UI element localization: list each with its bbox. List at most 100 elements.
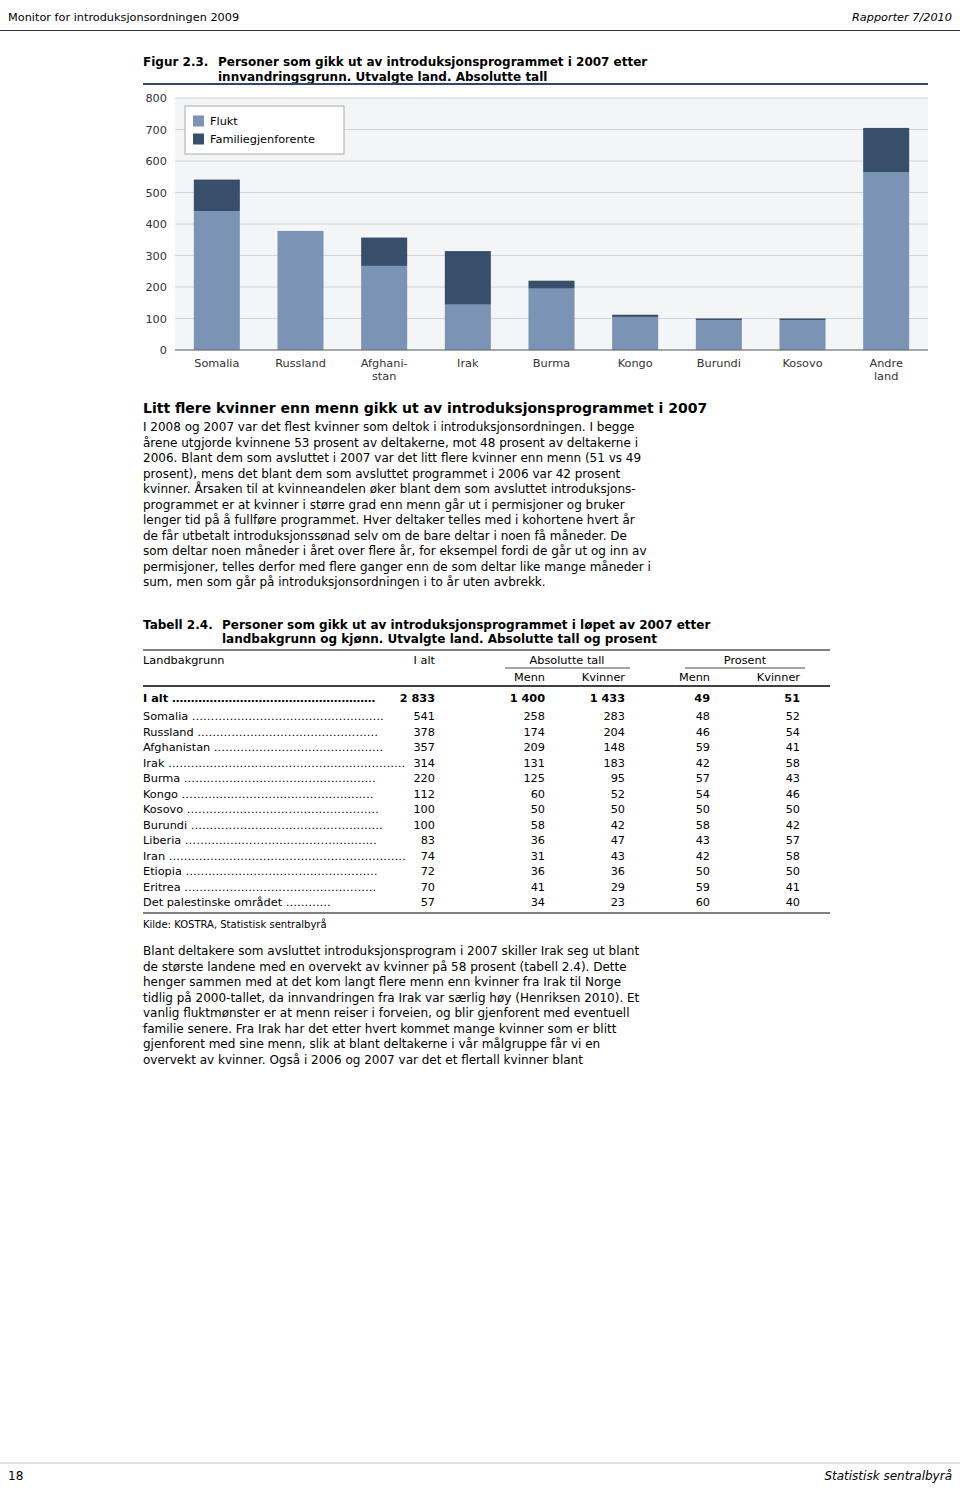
bar-segment [863, 128, 909, 172]
caption-rule [143, 83, 928, 85]
x-tick-label: land [874, 370, 898, 383]
table-cell: 50 [531, 803, 545, 816]
table-cell: 42 [786, 819, 800, 832]
table-cell: 58 [696, 819, 710, 832]
table-header: Landbakgrunn [143, 654, 224, 667]
footer-right: Statistisk sentralbyrå [824, 1469, 952, 1483]
table-cell: 74 [421, 850, 435, 863]
table-rule [143, 913, 830, 914]
table-cell: 95 [611, 772, 625, 785]
grid-line [175, 161, 928, 162]
table-cell: 100 [413, 819, 435, 832]
body-line: årene utgjorde kvinnene 53 prosent av de… [143, 436, 638, 450]
section-title: Litt flere kvinner enn menn gikk ut av i… [143, 400, 707, 416]
bar-segment [194, 211, 240, 350]
table-cell: 42 [696, 757, 710, 770]
table-cell: 112 [413, 788, 435, 801]
table-cell: 72 [421, 865, 435, 878]
x-tick-label: Russland [275, 357, 326, 370]
table-cell: 2 833 [400, 692, 435, 705]
table-source: Kilde: KOSTRA, Statistisk sentralbyrå [143, 918, 327, 930]
chart-title: Personer som gikk ut av introduksjonspro… [218, 55, 647, 84]
page-background [0, 0, 960, 1489]
table-header: Prosent [724, 654, 767, 667]
bar-segment [863, 172, 909, 350]
table-cell: 57 [696, 772, 710, 785]
table-cell: 52 [611, 788, 625, 801]
table-cell: 50 [611, 803, 625, 816]
table-cell: 52 [786, 710, 800, 723]
figure-label: Figur 2.3. [143, 55, 208, 69]
bar-segment [445, 305, 491, 350]
table-cell: 209 [523, 741, 545, 754]
table-cell: 34 [531, 896, 545, 909]
legend-label: Familiegjenforente [210, 133, 315, 146]
body-line: kvinner. Årsaken til at kvinneandelen øk… [143, 481, 636, 496]
bar-segment [528, 289, 574, 350]
table-cell: 48 [696, 710, 710, 723]
x-tick-label: Afghani-stan [361, 357, 408, 384]
table-cell: 46 [786, 788, 800, 801]
grid-line [175, 350, 928, 351]
table-group-rule [505, 668, 630, 669]
table-cell: 183 [603, 757, 625, 770]
y-tick-label: 300 [145, 250, 167, 263]
body-line: permisjoner, telles derfor med flere gan… [143, 560, 651, 574]
table-subheader: Kvinner [757, 671, 801, 684]
bar-segment [779, 319, 825, 321]
table-cell: 50 [786, 865, 800, 878]
page-number: 18 [8, 1469, 23, 1483]
body-line: familie senere. Fra Irak har det etter h… [143, 1022, 617, 1036]
header-right: Rapporter 7/2010 [852, 11, 952, 24]
table-cell: 220 [413, 772, 435, 785]
x-tick-label: Andre [869, 357, 902, 370]
x-tick-label: Kosovo [782, 357, 822, 370]
x-tick-label: Irak [457, 357, 479, 370]
x-tick-label: stan [372, 370, 396, 383]
table-cell: Iran ……………………………………………………… [143, 850, 406, 863]
table-cell: Irak ……………………………………………………… [143, 757, 405, 770]
chart-title: Personer som gikk ut av introduksjonspro… [218, 55, 647, 69]
table-cell: 314 [413, 757, 435, 770]
table-cell: 42 [611, 819, 625, 832]
bar-segment [361, 238, 407, 266]
table-cell: 36 [531, 865, 545, 878]
bars [194, 128, 909, 350]
table-cell: Burundi …………………………………………… [143, 819, 383, 832]
table-cell: Russland ………………………………………… [143, 726, 378, 739]
legend: FluktFamiliegjenforente [185, 106, 344, 154]
footer-rule [0, 1463, 960, 1464]
x-tick-label: Burundi [697, 357, 741, 370]
body-line: 2006. Blant dem som avsluttet i 2007 var… [143, 451, 641, 465]
table-cell: 54 [696, 788, 710, 801]
bar-segment [779, 320, 825, 350]
table-cell: Eritrea …………………………………………… [143, 881, 376, 894]
table-cell: 36 [531, 834, 545, 847]
y-tick-label: 400 [145, 218, 167, 231]
bar-segment [277, 230, 323, 231]
table-cell: Kosovo …………………………………………… [143, 803, 379, 816]
bar-segment [696, 319, 742, 321]
table-cell: 41 [786, 741, 800, 754]
bar-segment [612, 315, 658, 317]
table-cell: 60 [696, 896, 710, 909]
table-cell: 59 [696, 881, 710, 894]
table-header: I alt [414, 654, 436, 667]
table-group-rule [685, 668, 805, 669]
body-line: gjenforent med sine menn, slik at blant … [143, 1037, 600, 1051]
body-line: I 2008 og 2007 var det flest kvinner som… [143, 420, 634, 434]
table-cell: 100 [413, 803, 435, 816]
bar-segment [528, 281, 574, 289]
table-cell: 58 [531, 819, 545, 832]
table-cell: Liberia …………………………………………… [143, 834, 377, 847]
table-cell: Somalia …………………………………………… [143, 710, 384, 723]
table-cell: 29 [611, 881, 625, 894]
table-cell: 283 [603, 710, 625, 723]
table-title: Personer som gikk ut av introduksjonspro… [222, 618, 710, 632]
page: Monitor for introduksjonsordningen 2009R… [0, 0, 960, 1489]
body-line: programmet er at kvinner i større grad e… [143, 498, 625, 512]
bar-segment [612, 317, 658, 350]
table-cell: Det palestinske området ………… [143, 896, 331, 909]
table-cell: 83 [421, 834, 435, 847]
table-subheader: Menn [514, 671, 545, 684]
